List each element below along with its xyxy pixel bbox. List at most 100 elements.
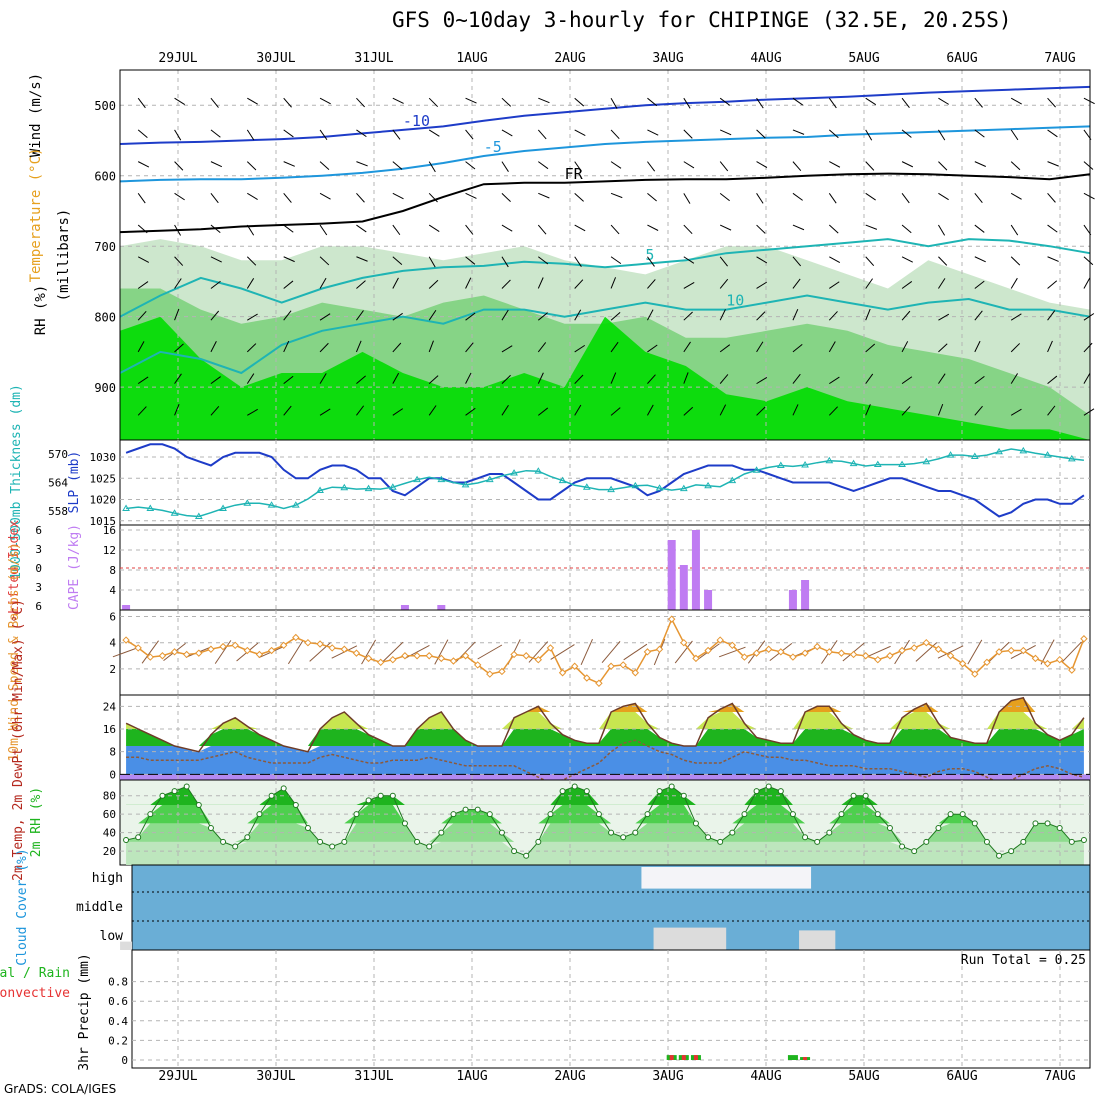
wind-barb — [901, 376, 913, 385]
wind-barb — [538, 192, 550, 199]
wind-barb-10m — [141, 640, 159, 664]
rh-marker — [195, 801, 202, 808]
temp-fill-band — [126, 729, 1084, 746]
thickness-marker — [437, 475, 446, 483]
wind-speed-marker — [971, 670, 979, 678]
wind-barb — [574, 309, 582, 321]
wind-speed-marker — [364, 654, 373, 663]
wind-barb — [428, 375, 439, 384]
wind-barb — [428, 224, 440, 233]
thickness-marker — [316, 486, 324, 494]
wind-barb — [828, 341, 836, 353]
temp-ytick: 16 — [103, 723, 116, 736]
time-label-top: 29JUL — [158, 51, 197, 66]
thickness-marker — [413, 475, 421, 483]
thickness-marker — [801, 461, 809, 468]
li-ytick: 6 — [35, 600, 42, 613]
wind-barb — [574, 374, 584, 384]
wind-barb — [719, 97, 731, 106]
thickness-marker — [655, 484, 664, 491]
wind-barb — [1010, 97, 1022, 105]
wind-speed-marker — [122, 636, 130, 644]
isotherm-line — [119, 125, 1091, 183]
rh-marker — [535, 838, 542, 845]
rh-marker — [911, 848, 918, 855]
wind-speed-marker — [861, 652, 870, 660]
wind-barb — [647, 129, 659, 136]
precip-ytick: 0.4 — [108, 1015, 128, 1028]
precip-conv-bar — [669, 1055, 674, 1060]
wind-barb — [283, 340, 290, 353]
rh-marker — [171, 788, 178, 795]
thickness-marker — [1067, 454, 1076, 462]
rh-marker — [232, 843, 239, 850]
wind-barb — [683, 129, 693, 139]
slp-ylabel: SLP (mb) — [67, 451, 82, 514]
wind-barb — [938, 373, 946, 384]
wind-barb-10m — [361, 639, 376, 665]
wind-barb — [319, 97, 331, 105]
cloud-level-label: low — [100, 929, 124, 944]
wind-speed-marker — [922, 638, 931, 647]
chart-title: GFS 0~10day 3-hourly for CHIPINGE (32.5E… — [392, 8, 1012, 32]
wind-barb — [756, 281, 768, 289]
wind-barb — [974, 405, 983, 416]
thickness-marker — [582, 483, 591, 490]
rh-ytick: 20 — [103, 845, 116, 858]
thickness-marker — [607, 485, 615, 493]
wind-barb — [756, 97, 764, 109]
wind-barb — [210, 161, 223, 168]
wind-speed-marker — [1068, 666, 1076, 674]
temp-fill-band — [126, 712, 1084, 729]
rh-marker — [523, 852, 530, 859]
thickness-marker — [122, 504, 130, 511]
wind-barb — [756, 129, 766, 139]
wind-barb — [647, 374, 656, 384]
cape-bar — [691, 530, 700, 610]
wind-speed-marker — [473, 661, 482, 669]
wind-barb — [428, 192, 438, 203]
wind-barb — [647, 224, 659, 231]
cape-bar — [788, 590, 797, 610]
rh-marker — [426, 843, 433, 850]
wind-barb — [647, 192, 657, 202]
wind-barb — [792, 224, 805, 231]
wind-barb — [319, 256, 330, 266]
wind-barb — [719, 129, 732, 136]
thickness-marker — [534, 467, 543, 474]
wind-barb — [501, 192, 511, 203]
wind-barb — [537, 277, 544, 289]
wind-barb — [283, 224, 294, 233]
wind-ytick: 6 — [109, 611, 116, 624]
rh-marker — [1044, 820, 1051, 827]
wind-barb — [137, 129, 148, 139]
wind-barb — [1047, 310, 1056, 321]
wind-speed-marker — [510, 650, 518, 659]
wind-barb — [974, 280, 985, 289]
thickness-marker — [970, 452, 979, 460]
wind-speed-marker — [655, 645, 664, 653]
wind-barb — [719, 344, 731, 353]
wind-speed-marker — [1055, 655, 1064, 664]
time-label-bottom: 3AUG — [652, 1069, 683, 1084]
wind-barb — [356, 161, 368, 167]
wind-speed-marker — [255, 650, 264, 659]
wind-barb — [828, 97, 837, 109]
wind-barb-10m — [434, 639, 449, 665]
wind-barb — [756, 193, 764, 204]
wind-barb — [1047, 375, 1058, 385]
wind-barb-10m — [382, 641, 404, 663]
wind-barb — [538, 161, 549, 170]
rh-marker — [692, 820, 699, 827]
rh-marker — [996, 852, 1003, 859]
wind-barb — [356, 192, 365, 203]
temp-line — [125, 696, 1085, 753]
temp-ytick: 24 — [103, 700, 117, 713]
rh-marker — [959, 811, 966, 818]
rh-marker — [571, 783, 578, 790]
cape-bar — [437, 605, 446, 610]
wind-barb — [247, 313, 258, 321]
wind-barb — [283, 375, 294, 385]
wind-barb — [901, 129, 912, 138]
wind-barb — [392, 372, 400, 384]
